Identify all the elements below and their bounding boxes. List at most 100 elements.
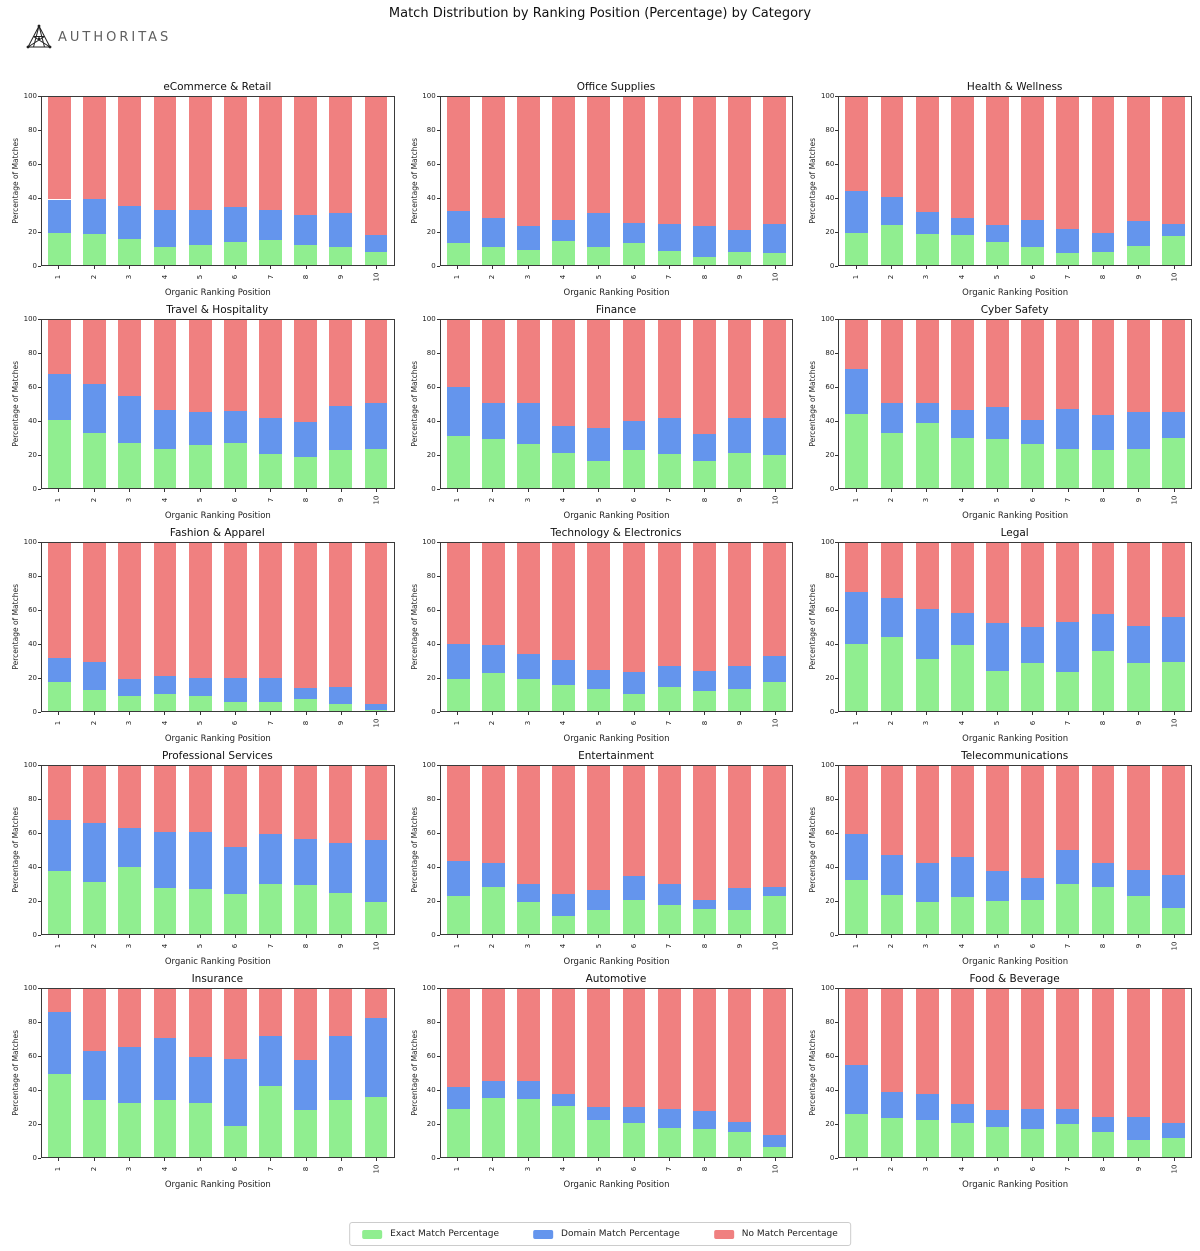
x-tick-10: 10 (359, 712, 394, 733)
bar-pos-10 (364, 989, 388, 1157)
bar-pos-6 (1021, 766, 1045, 934)
chart-insurance: Insurance Percentage of Matches 0 20 40 60 80 1… (10, 972, 395, 1191)
x-tick-6: 6 (617, 266, 652, 287)
y-tick-20: 20 (427, 1120, 440, 1128)
bar-pos-7 (657, 989, 681, 1157)
x-tick-4: 4 (944, 935, 979, 956)
x-tick-4: 4 (944, 489, 979, 510)
x-tick-10: 10 (1157, 712, 1192, 733)
bar-pos-3 (118, 766, 142, 934)
y-tick-100: 100 (821, 984, 839, 992)
y-tick-100: 100 (821, 538, 839, 546)
y-tick-20: 20 (825, 1120, 839, 1128)
bar-pos-7 (1056, 543, 1080, 711)
bar-pos-6 (223, 989, 247, 1157)
chart-automotive: Automotive Percentage of Matches 0 20 40 60 80… (409, 972, 794, 1191)
bar-pos-6 (622, 543, 646, 711)
x-axis-ticks: 1 2 3 4 5 6 7 8 9 10 (41, 712, 395, 733)
x-tick-8: 8 (1086, 1158, 1121, 1179)
y-axis-ticks: 0 20 40 60 80 100 (818, 984, 839, 1162)
chart-title: Health & Wellness (966, 81, 1063, 93)
x-tick-1: 1 (440, 935, 475, 956)
bar-pos-9 (1126, 766, 1150, 934)
chart-professional-services: Professional Services Percentage of Match… (10, 749, 395, 968)
y-tick-40: 40 (28, 417, 41, 425)
x-tick-9: 9 (1121, 935, 1156, 956)
y-axis-ticks: 0 20 40 60 80 100 (818, 761, 839, 939)
plot-area (439, 988, 794, 1158)
x-tick-6: 6 (617, 712, 652, 733)
bar-pos-8 (692, 766, 716, 934)
legend-swatch-no_match (713, 1229, 734, 1239)
bar-pos-8 (1091, 989, 1115, 1157)
y-tick-60: 60 (825, 829, 839, 837)
y-tick-20: 20 (28, 897, 41, 905)
x-tick-8: 8 (289, 489, 324, 510)
x-tick-8: 8 (1086, 489, 1121, 510)
x-tick-7: 7 (1050, 266, 1085, 287)
bar-pos-8 (692, 97, 716, 265)
y-tick-0: 0 (431, 708, 440, 716)
y-tick-100: 100 (422, 761, 440, 769)
y-axis-ticks: 0 20 40 60 80 100 (420, 538, 440, 716)
bar-pos-1 (446, 320, 470, 488)
x-tick-8: 8 (289, 1158, 324, 1179)
x-tick-8: 8 (687, 712, 722, 733)
x-axis-label: Organic Ranking Position (164, 511, 271, 521)
y-tick-20: 20 (825, 228, 839, 236)
bar-pos-1 (446, 989, 470, 1157)
x-tick-10: 10 (758, 266, 793, 287)
x-axis-label: Organic Ranking Position (164, 957, 271, 967)
bar-pos-6 (622, 97, 646, 265)
bar-pos-7 (1056, 989, 1080, 1157)
chart-finance: Finance Percentage of Matches 0 20 40 60 80 100… (409, 303, 794, 522)
x-axis-label: Organic Ranking Position (962, 288, 1069, 298)
x-tick-3: 3 (112, 266, 147, 287)
bar-pos-10 (1161, 766, 1185, 934)
legend-swatch-exact (362, 1229, 383, 1239)
x-axis-label: Organic Ranking Position (563, 1180, 670, 1190)
plot-area (439, 765, 794, 935)
x-tick-5: 5 (980, 712, 1015, 733)
x-tick-1: 1 (440, 1158, 475, 1179)
plot-area (838, 988, 1192, 1158)
x-tick-7: 7 (253, 1158, 288, 1179)
y-tick-0: 0 (33, 1154, 41, 1162)
chart-title: Fashion & Apparel (169, 527, 265, 539)
y-axis-label: Percentage of Matches (409, 584, 419, 670)
bar-pos-5 (188, 989, 212, 1157)
chart-health-wellness: Health & Wellness Percentage of Matches 0 2… (807, 80, 1192, 299)
x-tick-2: 2 (76, 935, 111, 956)
x-tick-7: 7 (652, 712, 687, 733)
y-tick-40: 40 (427, 417, 440, 425)
y-tick-80: 80 (825, 572, 839, 580)
legend-item-exact-match-percentage: Exact Match Percentage (362, 1229, 499, 1239)
bar-pos-4 (552, 320, 576, 488)
y-tick-0: 0 (33, 262, 41, 270)
bar-pos-4 (153, 97, 177, 265)
x-tick-6: 6 (1015, 489, 1050, 510)
x-tick-6: 6 (218, 1158, 253, 1179)
y-axis-label: Percentage of Matches (409, 138, 419, 224)
bar-pos-2 (880, 97, 904, 265)
x-tick-8: 8 (289, 935, 324, 956)
bar-pos-10 (763, 320, 787, 488)
chart-body: Percentage of Matches 0 20 40 60 80 100 (409, 92, 794, 270)
x-axis-ticks: 1 2 3 4 5 6 7 8 9 10 (440, 935, 794, 956)
y-axis-ticks: 0 20 40 60 80 100 (21, 984, 41, 1162)
y-tick-80: 80 (28, 572, 41, 580)
x-tick-9: 9 (723, 935, 758, 956)
x-tick-10: 10 (1157, 266, 1192, 287)
bar-pos-8 (294, 766, 318, 934)
x-axis-label: Organic Ranking Position (563, 288, 670, 298)
chart-title: Food & Beverage (969, 973, 1060, 985)
y-tick-0: 0 (33, 708, 41, 716)
y-tick-80: 80 (825, 349, 839, 357)
bar-pos-10 (364, 766, 388, 934)
bar-pos-10 (763, 989, 787, 1157)
x-tick-7: 7 (652, 489, 687, 510)
x-tick-6: 6 (1015, 1158, 1050, 1179)
x-tick-1: 1 (838, 266, 873, 287)
y-tick-60: 60 (28, 383, 41, 391)
y-tick-100: 100 (24, 538, 41, 546)
